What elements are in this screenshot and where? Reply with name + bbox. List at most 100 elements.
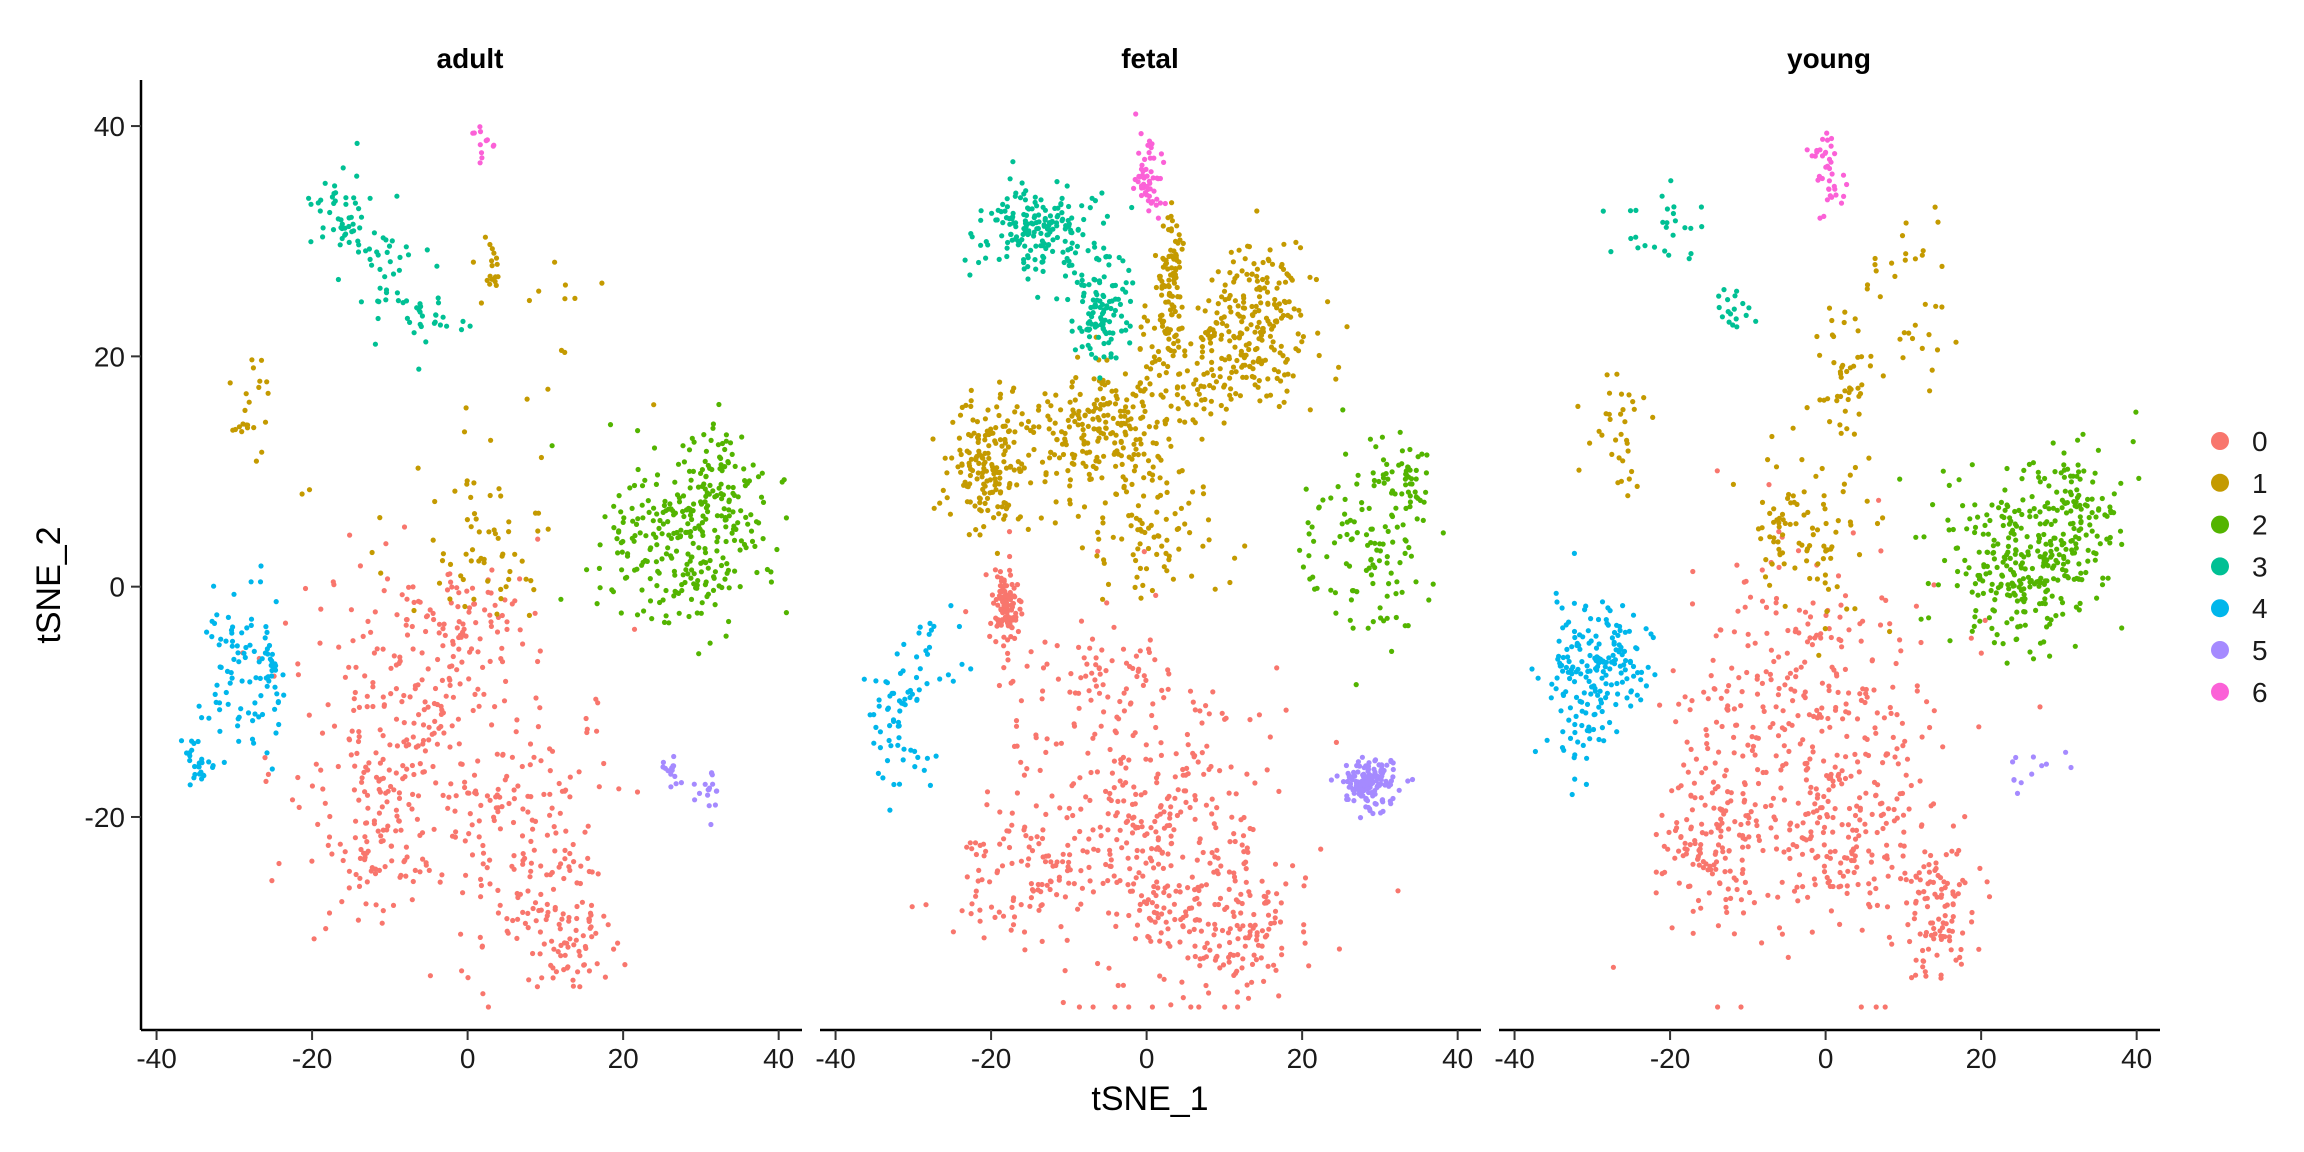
point-cluster-0 <box>1157 938 1163 944</box>
point-cluster-0 <box>1180 854 1186 860</box>
point-cluster-0 <box>1178 809 1184 815</box>
point-cluster-0 <box>1840 716 1846 722</box>
point-cluster-3 <box>346 223 352 230</box>
point-cluster-0 <box>1207 860 1213 866</box>
point-cluster-2 <box>2037 521 2043 527</box>
point-cluster-1 <box>1209 277 1215 283</box>
point-cluster-0 <box>412 867 418 874</box>
point-cluster-3 <box>1119 328 1125 334</box>
point-cluster-0 <box>404 854 410 860</box>
point-cluster-0 <box>615 940 621 946</box>
point-cluster-1 <box>1095 529 1101 535</box>
point-cluster-2 <box>2004 563 2010 569</box>
point-cluster-2 <box>680 443 686 449</box>
point-cluster-0 <box>426 737 432 743</box>
point-cluster-1 <box>1819 465 1825 472</box>
point-cluster-2 <box>1351 519 1357 525</box>
point-cluster-1 <box>1107 400 1113 406</box>
point-cluster-2 <box>683 567 689 573</box>
point-cluster-4 <box>248 579 254 585</box>
point-cluster-0 <box>1128 700 1134 706</box>
point-cluster-1 <box>1814 527 1821 533</box>
point-cluster-0 <box>370 703 376 710</box>
point-cluster-2 <box>2068 479 2074 485</box>
point-cluster-1 <box>1822 572 1828 578</box>
point-cluster-0 <box>457 681 463 687</box>
point-cluster-3 <box>1106 262 1112 268</box>
point-cluster-0 <box>1853 827 1860 834</box>
point-cluster-0 <box>1244 771 1250 777</box>
point-cluster-4 <box>217 728 223 734</box>
point-cluster-0 <box>363 820 369 826</box>
point-cluster-6 <box>477 160 483 166</box>
point-cluster-1 <box>1151 325 1158 331</box>
point-cluster-1 <box>1201 406 1207 412</box>
point-cluster-0 <box>1133 875 1139 881</box>
point-cluster-1 <box>958 451 964 458</box>
point-cluster-1 <box>1174 223 1180 229</box>
point-cluster-2 <box>2014 609 2020 615</box>
point-cluster-1 <box>1919 252 1925 258</box>
point-cluster-1 <box>487 273 493 279</box>
point-cluster-0 <box>515 783 521 789</box>
point-cluster-2 <box>1384 461 1390 467</box>
point-cluster-3 <box>1089 195 1095 201</box>
point-cluster-0 <box>1154 910 1160 916</box>
point-cluster-1 <box>1241 295 1247 301</box>
point-cluster-1 <box>1148 522 1154 529</box>
point-cluster-0 <box>384 576 391 582</box>
point-cluster-0 <box>1159 850 1165 856</box>
point-cluster-2 <box>2021 467 2027 473</box>
point-cluster-1 <box>1575 403 1581 409</box>
point-cluster-0 <box>494 629 501 635</box>
point-cluster-2 <box>1991 640 1997 646</box>
point-cluster-1 <box>1829 317 1835 324</box>
point-cluster-0 <box>1149 846 1155 852</box>
point-cluster-2 <box>712 494 718 500</box>
point-cluster-3 <box>435 295 441 301</box>
point-cluster-1 <box>1264 279 1270 286</box>
point-cluster-0 <box>417 869 423 875</box>
point-cluster-1 <box>1758 536 1764 542</box>
point-cluster-0 <box>1188 1004 1194 1010</box>
point-cluster-1 <box>1193 377 1199 383</box>
point-cluster-1 <box>992 476 998 482</box>
point-cluster-0 <box>1977 865 1983 872</box>
point-cluster-0 <box>1772 817 1778 823</box>
point-cluster-0 <box>373 750 379 756</box>
point-cluster-1 <box>1164 568 1170 574</box>
point-cluster-3 <box>395 298 401 304</box>
point-cluster-0 <box>1017 606 1023 612</box>
point-cluster-1 <box>1194 360 1200 366</box>
point-cluster-1 <box>1769 561 1775 567</box>
point-cluster-0 <box>1096 690 1103 696</box>
point-cluster-2 <box>695 484 702 490</box>
point-cluster-0 <box>1842 666 1848 673</box>
point-cluster-2 <box>2062 573 2068 579</box>
point-cluster-2 <box>1985 531 1991 537</box>
point-cluster-6 <box>484 137 490 143</box>
point-cluster-0 <box>1685 883 1692 890</box>
point-cluster-1 <box>1604 372 1610 378</box>
point-cluster-1 <box>1108 431 1114 437</box>
point-cluster-2 <box>1405 623 1411 629</box>
point-cluster-2 <box>717 466 723 472</box>
point-cluster-0 <box>1657 702 1663 708</box>
point-cluster-2 <box>647 598 654 604</box>
point-cluster-2 <box>1402 550 1408 557</box>
point-cluster-5 <box>1380 799 1386 805</box>
point-cluster-3 <box>1089 351 1095 357</box>
point-cluster-0 <box>596 784 602 790</box>
point-cluster-4 <box>880 775 886 781</box>
point-cluster-0 <box>375 828 381 834</box>
point-cluster-0 <box>1211 932 1217 938</box>
point-cluster-1 <box>1291 306 1297 312</box>
point-cluster-1 <box>1028 480 1034 486</box>
point-cluster-4 <box>257 579 264 585</box>
point-cluster-2 <box>2046 483 2052 489</box>
point-cluster-1 <box>1293 239 1299 245</box>
point-cluster-1 <box>1254 273 1260 279</box>
point-cluster-3 <box>1130 280 1136 286</box>
point-cluster-0 <box>364 693 370 699</box>
point-cluster-1 <box>1169 218 1175 224</box>
